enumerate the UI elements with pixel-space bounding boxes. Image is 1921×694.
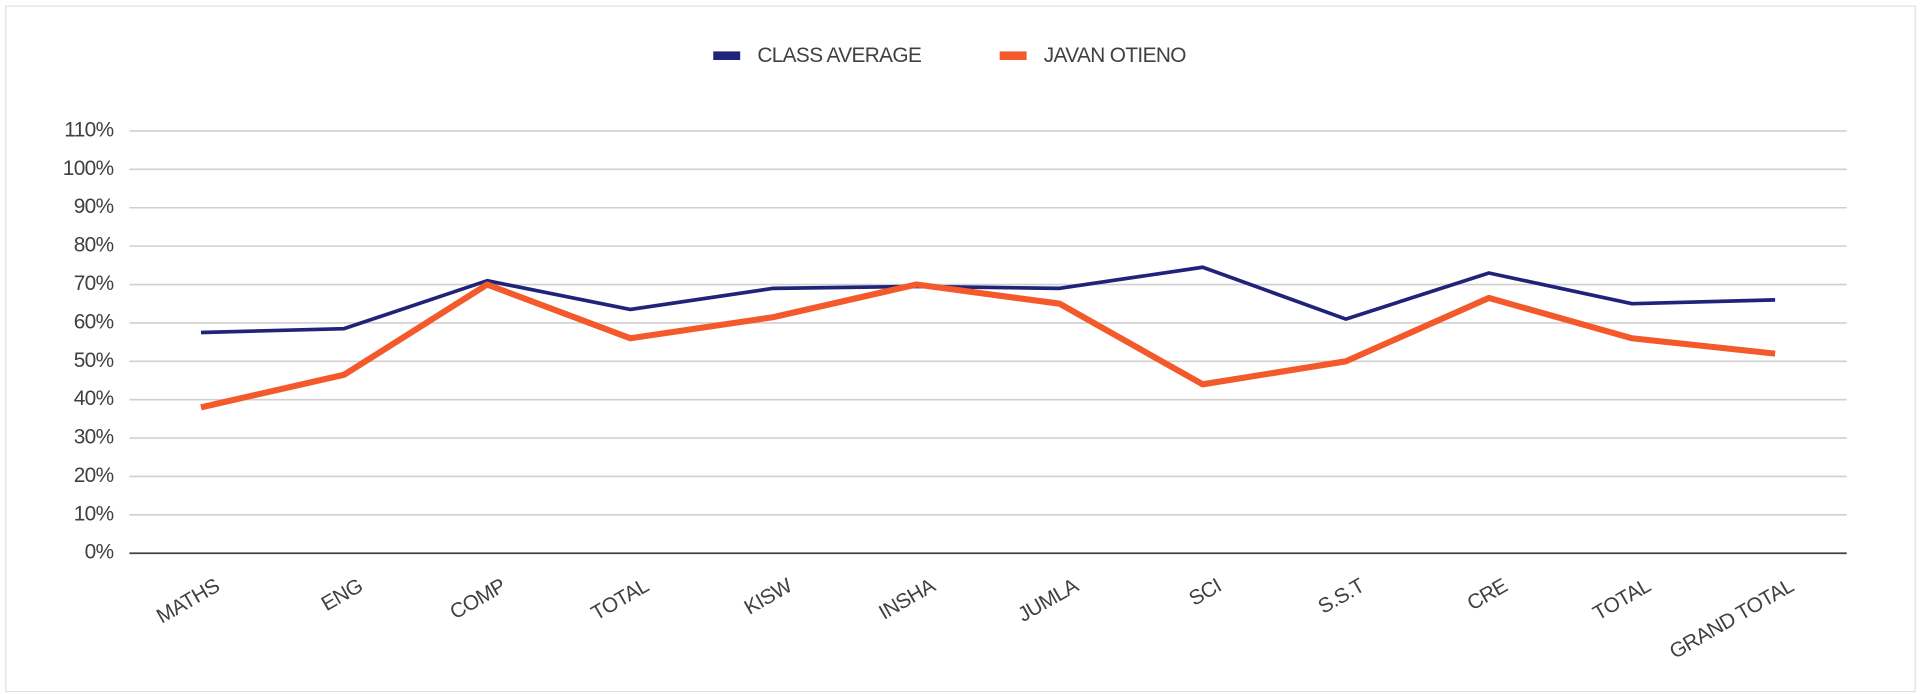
- series-line: [200, 265, 1776, 335]
- y-tick-label: 40%: [74, 387, 114, 410]
- y-tick-label: 30%: [74, 426, 114, 449]
- y-tick-label: 10%: [74, 502, 114, 525]
- series-line: [200, 281, 1776, 411]
- y-tick-label: 90%: [74, 195, 114, 218]
- legend-swatch: [999, 51, 1027, 60]
- y-tick-label: 0%: [85, 541, 114, 564]
- legend-label: CLASS AVERAGE: [757, 44, 921, 67]
- legend-label: JAVAN OTIENO: [1044, 44, 1187, 67]
- chart-frame: [5, 5, 1916, 693]
- y-tick-label: 20%: [74, 464, 114, 487]
- y-tick-label: 110%: [64, 118, 113, 141]
- y-tick-label: 70%: [74, 272, 114, 295]
- y-tick-label: 60%: [74, 310, 114, 333]
- y-tick-label: 100%: [63, 157, 114, 180]
- y-tick-label: 80%: [74, 234, 114, 257]
- legend-swatch: [713, 51, 741, 60]
- y-tick-label: 50%: [74, 349, 114, 372]
